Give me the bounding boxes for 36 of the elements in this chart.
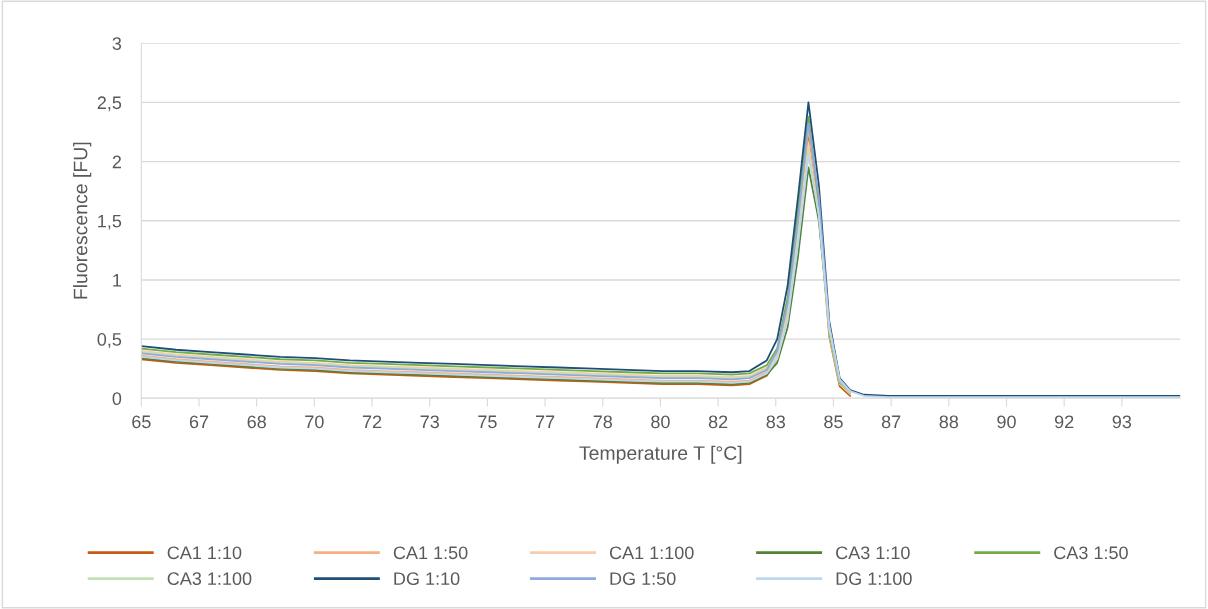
y-tick-label: 0 bbox=[112, 392, 122, 406]
y-tick-label: 0,5 bbox=[97, 333, 122, 348]
y-tick-label: 2,5 bbox=[97, 96, 122, 112]
x-tick-label: 90 bbox=[997, 415, 1016, 429]
legend-label: CA3 1:10 bbox=[836, 546, 910, 560]
legend-label: CA3 1:100 bbox=[167, 572, 252, 586]
x-axis-title: Temperature T [°C] bbox=[579, 445, 742, 464]
x-tick-label: 65 bbox=[132, 415, 151, 429]
legend-label: CA1 1:10 bbox=[167, 546, 242, 560]
x-tick-label: 93 bbox=[1112, 415, 1132, 429]
x-tick-label: 73 bbox=[420, 415, 439, 429]
legend-label: DG 1:100 bbox=[836, 572, 912, 586]
x-tick-label: 78 bbox=[593, 415, 613, 429]
x-tick-label: 87 bbox=[881, 415, 901, 429]
x-tick-label: 92 bbox=[1054, 415, 1074, 429]
legend-label: CA1 1:100 bbox=[609, 546, 694, 560]
x-tick-label: 67 bbox=[189, 415, 209, 429]
x-tick-label: 88 bbox=[939, 415, 959, 429]
y-tick-label: 1,5 bbox=[98, 214, 122, 230]
x-tick-label: 83 bbox=[766, 415, 786, 429]
x-tick-label: 77 bbox=[535, 415, 555, 429]
x-tick-label: 68 bbox=[247, 415, 266, 429]
legend-label: DG 1:10 bbox=[394, 572, 460, 586]
x-tick-label: 70 bbox=[305, 415, 324, 429]
x-tick-label: 75 bbox=[478, 415, 497, 429]
y-tick-label: 3 bbox=[112, 37, 122, 50]
legend-label: CA3 1:50 bbox=[1054, 546, 1128, 560]
x-tick-label: 82 bbox=[708, 415, 728, 429]
y-tick-label: 1 bbox=[113, 274, 122, 287]
x-tick-label: 72 bbox=[362, 415, 382, 429]
x-tick-label: 85 bbox=[824, 415, 843, 429]
legend-label: CA1 1:50 bbox=[393, 546, 468, 560]
x-tick-label: 80 bbox=[651, 415, 670, 429]
y-axis-title: Fluorescence [FU] bbox=[73, 142, 92, 299]
y-tick-label: 2 bbox=[112, 155, 121, 169]
legend-label: DG 1:50 bbox=[610, 572, 676, 586]
